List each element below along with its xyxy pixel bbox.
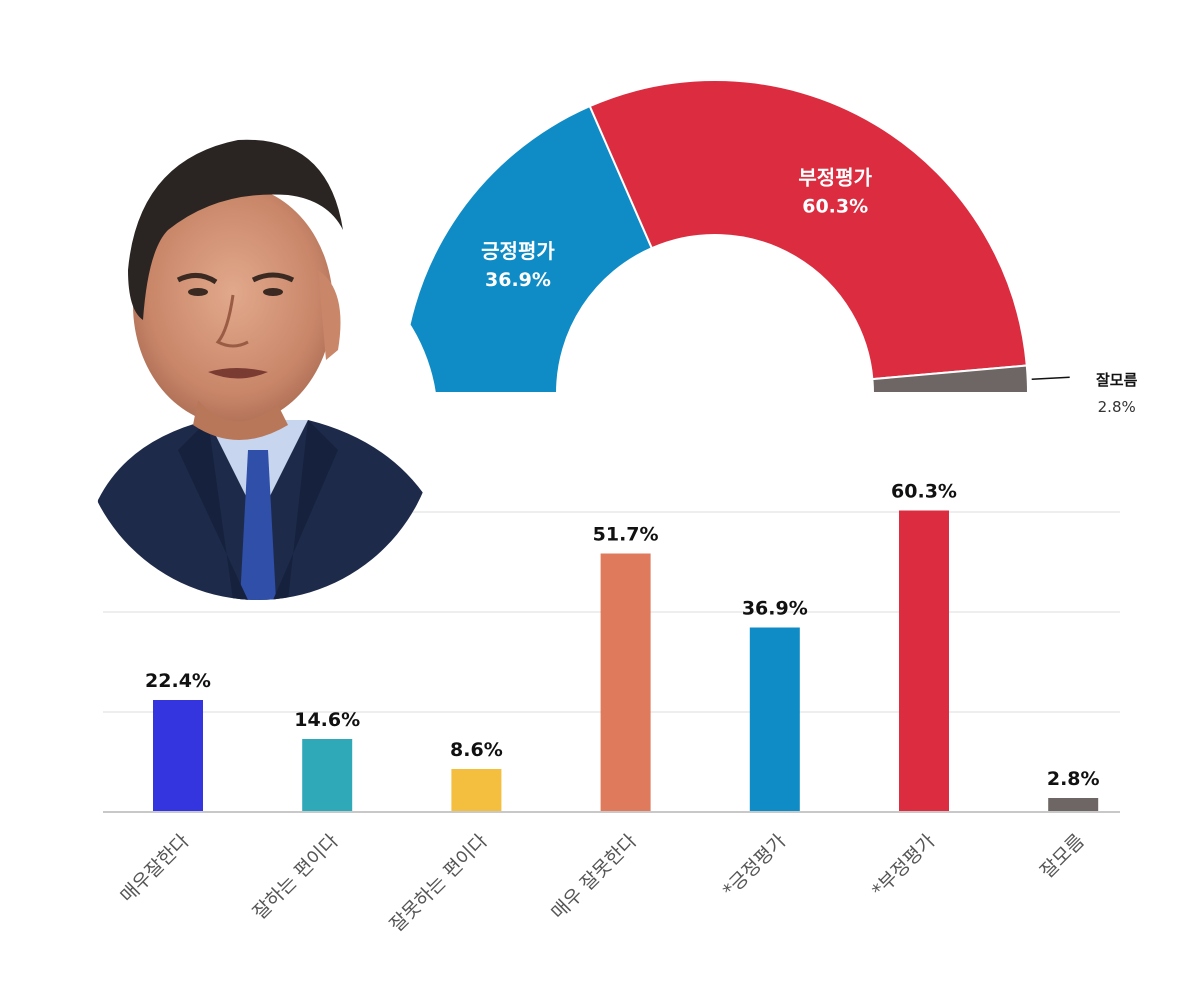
bar-3 xyxy=(600,553,651,812)
donut-leader-line xyxy=(1031,376,1070,380)
bar-1 xyxy=(302,739,353,812)
x-tick-label: 잘하는 편이다 xyxy=(249,830,343,924)
x-tick-label: 매우잘한다 xyxy=(116,830,193,907)
bar-6 xyxy=(1048,798,1099,812)
donut-slice-value: 36.9% xyxy=(485,269,551,291)
donut-slice-value: 60.3% xyxy=(802,195,868,217)
donut-slice-1 xyxy=(588,79,1028,381)
x-tick-label: 잘못하는 편이다 xyxy=(386,830,492,936)
person-portrait-icon xyxy=(58,120,458,600)
bar-value-label: 2.8% xyxy=(1047,768,1100,790)
bar-value-label: 14.6% xyxy=(294,709,360,731)
donut-slice-label: 잘모름 xyxy=(1096,371,1138,389)
bar-value-label: 8.6% xyxy=(450,739,503,761)
x-tick-label: 잘모름 xyxy=(1036,830,1089,883)
bar-4 xyxy=(749,627,800,812)
donut-slice-label: 부정평가 xyxy=(798,165,872,189)
bar-value-label: 51.7% xyxy=(593,524,659,546)
bar-value-label: 60.3% xyxy=(891,481,957,503)
bar-2 xyxy=(451,769,502,812)
donut-slice-label: 긍정평가 xyxy=(481,239,555,263)
donut-slice-2 xyxy=(871,364,1030,394)
semi-donut-chart: 긍정평가 36.9% 부정평가 60.3% 잘모름 2.8% xyxy=(400,79,1138,416)
donut-slice-0 xyxy=(400,104,654,394)
donut-slice-value: 2.8% xyxy=(1098,398,1136,416)
x-tick-label: 매우 잘못한다 xyxy=(547,830,641,924)
x-tick-label: *긍정평가 xyxy=(719,830,791,902)
bar-value-label: 36.9% xyxy=(742,598,808,620)
bar-value-label: 22.4% xyxy=(145,670,211,692)
x-tick-label: *부정평가 xyxy=(868,830,940,902)
bar-0 xyxy=(153,700,203,812)
bar-5 xyxy=(899,510,949,812)
